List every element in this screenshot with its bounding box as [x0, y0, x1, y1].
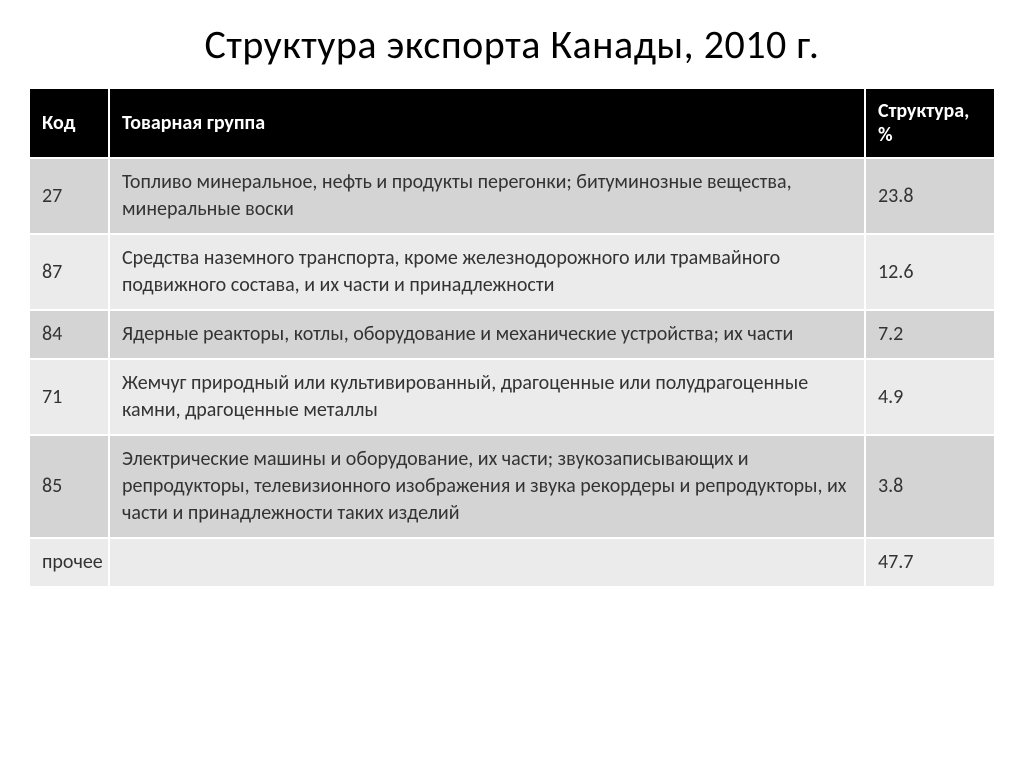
cell-code: 87 [29, 234, 109, 310]
cell-structure: 3.8 [865, 435, 995, 538]
table-row: 85Электрические машины и оборудование, и… [29, 435, 995, 538]
cell-code: 85 [29, 435, 109, 538]
cell-code: прочее [29, 538, 109, 587]
table-body: 27Топливо минеральное, нефть и продукты … [29, 158, 995, 587]
header-structure: Структура, % [865, 88, 995, 158]
table-row: 84Ядерные реакторы, котлы, оборудование … [29, 310, 995, 359]
cell-group [109, 538, 865, 587]
cell-group: Топливо минеральное, нефть и продукты пе… [109, 158, 865, 234]
table-row: 71Жемчуг природный или культивированный,… [29, 359, 995, 435]
cell-group: Ядерные реакторы, котлы, оборудование и … [109, 310, 865, 359]
table-header-row: Код Товарная группа Структура, % [29, 88, 995, 158]
cell-structure: 12.6 [865, 234, 995, 310]
header-code: Код [29, 88, 109, 158]
cell-structure: 7.2 [865, 310, 995, 359]
cell-code: 27 [29, 158, 109, 234]
table-row: 87Средства наземного транспорта, кроме ж… [29, 234, 995, 310]
cell-group: Средства наземного транспорта, кроме жел… [109, 234, 865, 310]
page-title: Структура экспорта Канады, 2010 г. [28, 20, 996, 69]
export-table: Код Товарная группа Структура, % 27Топли… [28, 87, 996, 588]
cell-code: 71 [29, 359, 109, 435]
cell-group: Жемчуг природный или культивированный, д… [109, 359, 865, 435]
header-group: Товарная группа [109, 88, 865, 158]
cell-structure: 47.7 [865, 538, 995, 587]
cell-code: 84 [29, 310, 109, 359]
table-row: прочее 47.7 [29, 538, 995, 587]
cell-group: Электрические машины и оборудование, их … [109, 435, 865, 538]
table-row: 27Топливо минеральное, нефть и продукты … [29, 158, 995, 234]
cell-structure: 23.8 [865, 158, 995, 234]
cell-structure: 4.9 [865, 359, 995, 435]
